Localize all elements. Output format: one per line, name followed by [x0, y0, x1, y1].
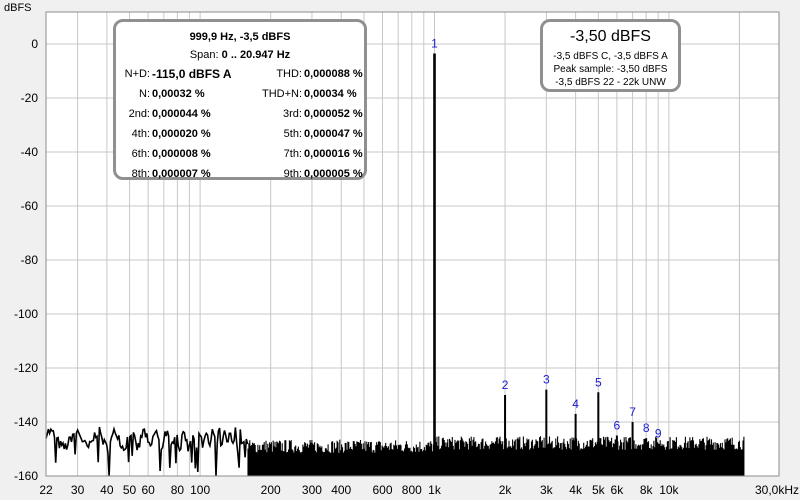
x-tick-label: 300	[302, 483, 322, 497]
harmonic-label: 3	[543, 373, 550, 387]
row-label-right: 3rd:	[283, 108, 302, 120]
harmonic-label: 8	[643, 421, 650, 435]
row-label-left: 6th:	[131, 148, 150, 160]
harmonic-label: 6	[614, 419, 621, 433]
row-label-left: N+D:	[124, 68, 150, 80]
x-tick-label: 3k	[540, 483, 554, 497]
row-label-right: 5th:	[283, 128, 302, 140]
x-tick-label: 600	[372, 483, 392, 497]
distortion-row: N+D: -115,0 dBFS A THD: 0,000088 %	[116, 64, 364, 84]
y-tick-label: -40	[21, 145, 39, 159]
harmonic-label: 7	[629, 405, 636, 419]
distortion-row: N: 0,00032 % THD+N: 0,00034 %	[116, 84, 364, 104]
x-tick-label: 8k	[640, 483, 654, 497]
plot-border	[45, 11, 780, 477]
span-value: 0 .. 20.947 Hz	[221, 49, 291, 61]
harmonic-label: 9	[655, 427, 662, 441]
noise-floor-high	[247, 436, 745, 476]
row-value-right: 0,000088 %	[304, 68, 363, 80]
y-tick-label: -160	[14, 469, 38, 483]
x-tick-label: 60	[141, 483, 155, 497]
noise-floor-low	[45, 425, 249, 477]
y-axis-label: dBFS	[4, 2, 32, 14]
x-tick-label: 22	[39, 483, 53, 497]
x-tick-label: 30	[71, 483, 85, 497]
y-tick-label: -20	[21, 91, 39, 105]
y-tick-label: -120	[14, 361, 38, 375]
y-tick-label: -140	[14, 415, 38, 429]
distortion-row: 4th: 0,000020 % 5th: 0,000047 %	[116, 124, 364, 144]
row-value-right: 0,00034 %	[304, 88, 357, 100]
y-tick-label: 0	[31, 37, 38, 51]
x-tick-label: 50	[123, 483, 137, 497]
weighted-levels: -3,5 dBFS C, -3,5 dBFS A	[553, 51, 668, 62]
distortion-row: 2nd: 0,000044 % 3rd: 0,000052 %	[116, 104, 364, 124]
x-tick-label: 80	[171, 483, 185, 497]
distortion-rows: N+D: -115,0 dBFS A THD: 0,000088 % N: 0,00032…	[116, 64, 364, 184]
distortion-panel: 999,9 Hz, -3,5 dBFS Span: 0 .. 20.947 Hz…	[113, 19, 367, 180]
unweighted-level: -3,5 dBFS 22 - 22k UNW	[555, 77, 666, 88]
x-tick-label: 200	[261, 483, 281, 497]
row-label-right: 7th:	[283, 148, 302, 160]
row-value-right: 0,000047 %	[304, 128, 363, 140]
y-tick-label: -60	[21, 199, 39, 213]
x-tick-label: 6k	[611, 483, 625, 497]
distortion-row: 6th: 0,000008 % 7th: 0,000016 %	[116, 144, 364, 164]
row-value-left: 0,000007 %	[152, 168, 211, 180]
x-tick-label: 30,0kHz	[755, 483, 799, 497]
x-tick-label: 10k	[659, 483, 679, 497]
row-label-right: THD+N:	[261, 88, 302, 100]
y-tick-label: -100	[14, 307, 38, 321]
harmonic-label: 4	[572, 397, 579, 411]
x-tick-label: 2k	[499, 483, 513, 497]
harmonic-labels: 1 2 3 4 5 678 9	[431, 36, 662, 440]
row-value-left: 0,000008 %	[152, 148, 211, 160]
row-value-left: 0,000020 %	[152, 128, 211, 140]
row-label-left: 2nd:	[128, 108, 150, 120]
y-tick-labels: 0 -20 -40 -60 -80 -100 -120 -140 -160	[14, 37, 38, 483]
y-tick-label: -80	[21, 253, 39, 267]
x-tick-label: 100	[190, 483, 210, 497]
spectrum-trace	[45, 53, 745, 477]
x-tick-labels: 22 30 40 50 60 80 100 200 300 400 600 800 1k 2k 3k 4k 5k…	[39, 483, 799, 497]
row-value-right: 0,000005 %	[304, 168, 363, 180]
level-panel: -3,50 dBFS -3,5 dBFS C, -3,5 dBFS A Peak…	[540, 19, 681, 92]
peak-sample: Peak sample: -3,50 dBFS	[553, 64, 668, 75]
span-readout: Span: 0 .. 20.947 Hz	[116, 46, 364, 64]
level-readout: -3,50 dBFS	[570, 28, 651, 45]
x-tick-label: 5k	[592, 483, 606, 497]
row-value-right: 0,000052 %	[304, 108, 363, 120]
distortion-row: 8th: 0,000007 % 9th: 0,000005 %	[116, 164, 364, 184]
x-tick-label: 4k	[569, 483, 583, 497]
harmonic-label: 2	[502, 378, 509, 392]
x-tick-label: 1k	[428, 483, 442, 497]
row-value-left: 0,000044 %	[152, 108, 211, 120]
row-label-left: 4th:	[131, 128, 150, 140]
fundamental-readout: 999,9 Hz, -3,5 dBFS	[189, 31, 291, 43]
harmonic-label: 1	[431, 36, 438, 50]
x-tick-label: 400	[331, 483, 351, 497]
row-value-left: -115,0 dBFS A	[152, 67, 232, 81]
row-value-left: 0,00032 %	[152, 88, 205, 100]
row-label-right: THD:	[276, 68, 302, 80]
x-tick-label: 40	[100, 483, 114, 497]
row-label-left: N:	[139, 88, 150, 100]
x-tick-label: 800	[402, 483, 422, 497]
span-label: Span:	[189, 49, 219, 61]
harmonic-label: 5	[595, 375, 602, 389]
row-value-right: 0,000016 %	[304, 148, 363, 160]
row-label-right: 9th:	[283, 168, 302, 180]
row-label-left: 8th:	[131, 168, 150, 180]
